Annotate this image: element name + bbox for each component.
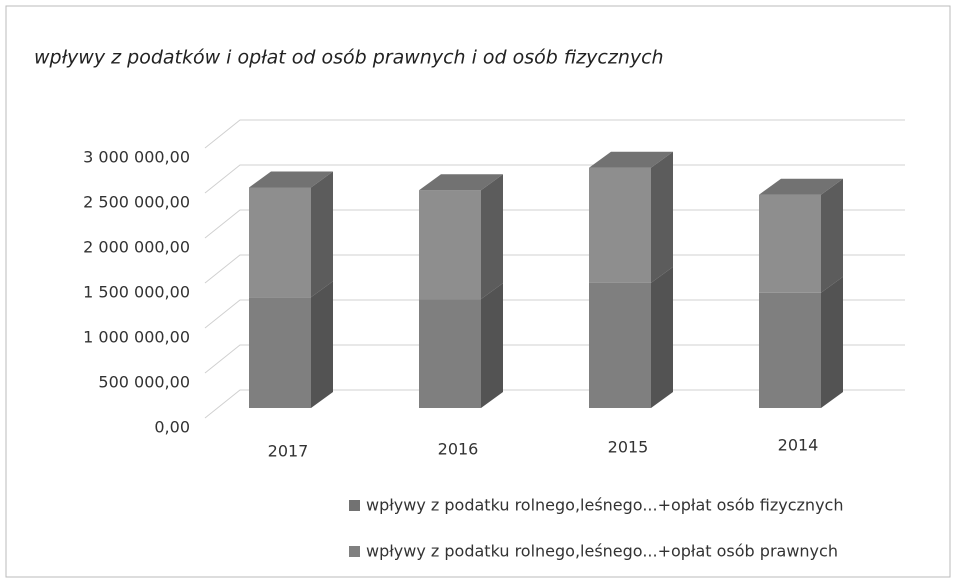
grid-line (204, 299, 905, 329)
grid-line (204, 119, 905, 149)
grid-line (204, 209, 905, 239)
y-tick-label: 0,00 (154, 418, 190, 437)
bar-top (589, 151, 673, 168)
bar-front (249, 187, 311, 298)
bar-side (821, 178, 843, 293)
bar-side (481, 283, 503, 408)
y-tick-label: 500 000,00 (98, 373, 190, 392)
y-tick-label: 2 000 000,00 (83, 238, 190, 257)
x-tick-label: 2016 (438, 440, 479, 459)
y-tick-label: 1 000 000,00 (83, 328, 190, 347)
chart-title: wpływy z podatków i opłat od osób prawny… (34, 47, 664, 69)
grid-line (204, 389, 905, 419)
bar-side (311, 171, 333, 298)
bar-side (651, 266, 673, 408)
y-tick-label: 3 000 000,00 (83, 148, 190, 167)
bar-side (481, 174, 503, 300)
bar-top (249, 171, 333, 188)
bar-side (821, 276, 843, 408)
x-tick-label: 2017 (268, 442, 309, 461)
bar-side (651, 151, 673, 283)
x-tick-label: 2014 (778, 436, 819, 455)
legend-swatch (349, 500, 360, 511)
bar-front (419, 190, 481, 300)
bar-front (249, 297, 311, 408)
grid-line (204, 344, 905, 374)
legend-label: wpływy z podatku rolnego,leśnego...+opła… (366, 542, 838, 561)
y-tick-label: 1 500 000,00 (83, 283, 190, 302)
bar-front (419, 299, 481, 408)
bar-front (759, 194, 821, 293)
bar-front (759, 292, 821, 408)
bar-top (419, 174, 503, 191)
x-tick-label: 2015 (608, 438, 649, 457)
legend-swatch (349, 546, 360, 557)
grid-line (204, 164, 905, 194)
bar-side (311, 281, 333, 408)
bar-front (589, 167, 651, 283)
bar-top (759, 178, 843, 195)
grid-line (204, 254, 905, 284)
legend-label: wpływy z podatku rolnego,leśnego...+opła… (366, 496, 843, 515)
bar-front (589, 282, 651, 408)
y-tick-label: 2 500 000,00 (83, 193, 190, 212)
